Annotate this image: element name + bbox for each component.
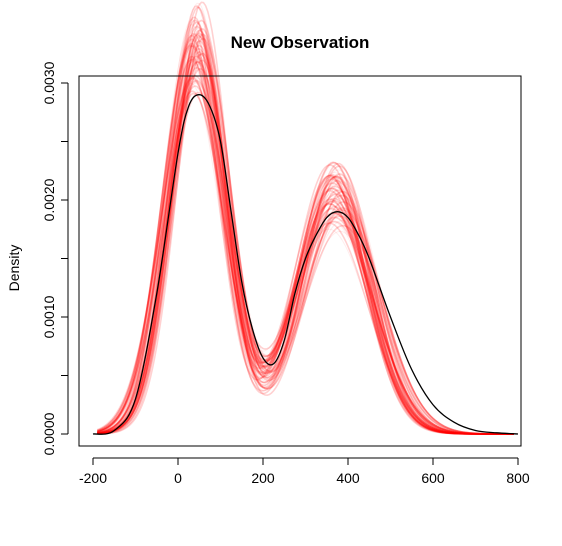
sample-density-line <box>97 79 514 435</box>
sample-density-line <box>97 85 514 435</box>
y-tick-label: 0.0030 <box>41 61 57 104</box>
plot-frame <box>78 75 522 447</box>
reference-curve-group <box>92 94 519 435</box>
sample-density-line <box>97 16 514 435</box>
sample-density-line <box>97 53 514 435</box>
sample-density-line <box>97 5 514 435</box>
sample-density-line <box>97 28 514 435</box>
sample-density-line <box>97 24 514 435</box>
sample-density-line <box>97 50 514 435</box>
sample-density-line <box>97 92 514 435</box>
y-tick-label: 0.0010 <box>41 295 57 338</box>
sample-density-line <box>97 40 514 435</box>
x-axis: -200 0 200 400 600 800 <box>79 457 530 486</box>
x-tick-label: 0 <box>174 470 182 486</box>
x-tick-label: 800 <box>506 470 530 486</box>
sample-density-line <box>97 74 514 435</box>
sample-density-line <box>97 44 514 435</box>
x-tick-label: 200 <box>251 470 275 486</box>
sample-density-line <box>97 59 514 435</box>
sample-density-line <box>97 25 514 435</box>
y-tick-label: 0.0020 <box>41 178 57 221</box>
sample-density-line <box>97 81 514 435</box>
sample-density-line <box>97 1 514 435</box>
sample-density-line <box>97 19 514 435</box>
sample-density-line <box>96 77 514 435</box>
sample-density-line <box>97 2 514 435</box>
y-tick-label: 0.0000 <box>41 412 57 455</box>
sample-density-line <box>97 73 514 435</box>
sample-density-line <box>97 59 514 435</box>
sample-density-line <box>97 57 514 435</box>
sample-density-line <box>97 68 514 435</box>
sample-density-line <box>97 82 514 435</box>
sample-density-line <box>97 33 514 435</box>
sample-density-line <box>97 37 514 435</box>
sample-density-line <box>96 76 514 435</box>
sample-density-line <box>97 80 514 435</box>
sample-density-line <box>97 21 514 435</box>
sample-density-line <box>97 52 514 435</box>
sample-density-line <box>97 55 514 435</box>
sample-density-line <box>97 82 514 435</box>
x-tick-label: -200 <box>79 470 107 486</box>
sample-density-line <box>97 52 514 435</box>
sample-density-line <box>97 42 514 435</box>
sample-density-line <box>97 58 514 435</box>
sample-density-line <box>97 59 514 435</box>
chart-title: New Observation <box>231 33 370 52</box>
x-tick-label: 400 <box>336 470 360 486</box>
sample-density-line <box>97 58 514 435</box>
sample-density-line <box>97 6 514 435</box>
sample-density-line <box>97 61 514 435</box>
sample-density-line <box>97 44 514 435</box>
x-tick-label: 600 <box>421 470 445 486</box>
reference-density-line <box>92 94 519 435</box>
y-axis-label: Density <box>6 245 22 292</box>
sample-curves <box>96 1 514 435</box>
sample-density-line <box>97 34 514 435</box>
sample-density-line <box>97 66 514 435</box>
sample-density-line <box>97 50 514 435</box>
sample-density-line <box>97 55 514 435</box>
y-axis: 0.0000 0.0010 0.0020 0.0030 <box>41 61 69 455</box>
sample-density-line <box>97 60 514 435</box>
sample-density-line <box>97 35 514 435</box>
sample-density-line <box>97 45 514 435</box>
